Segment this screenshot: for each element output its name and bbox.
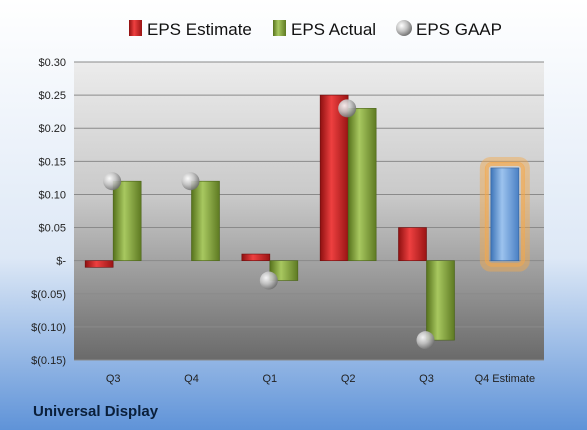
eps-gaap-point: [416, 331, 435, 350]
x-axis-tick-labels: Q3 Q4 Q1 Q2 Q3 Q4 Estimate: [106, 373, 535, 385]
y-tick-label: $0.20: [38, 123, 66, 135]
y-tick-label: $0.25: [38, 90, 66, 102]
eps-forecast-bar: [490, 167, 520, 261]
legend-label-eps-estimate: EPS Estimate: [147, 20, 252, 39]
gaap-points: [103, 99, 435, 350]
x-tick-label: Q4: [184, 373, 199, 385]
y-tick-label: $-: [56, 256, 66, 268]
y-tick-label: $0.05: [38, 223, 66, 235]
eps-actual-bar: [191, 180, 220, 261]
y-tick-label: $(0.05): [31, 289, 66, 301]
y-tick-label: $(0.15): [31, 355, 66, 367]
eps-gaap-point: [103, 172, 122, 191]
bars: [84, 94, 520, 341]
eps-gaap-point: [181, 172, 200, 191]
y-axis-tick-labels: $(0.15) $(0.10) $(0.05) $- $0.05 $0.10 $0.15 $0…: [31, 57, 66, 367]
x-tick-label: Q3: [106, 373, 121, 385]
eps-actual-bar: [426, 260, 455, 341]
eps-estimate-bar: [84, 260, 114, 268]
legend-swatch-eps-estimate: [129, 20, 142, 36]
eps-actual-bar: [112, 180, 142, 261]
legend-label-eps-gaap: EPS GAAP: [416, 20, 502, 39]
eps-estimate-bar: [398, 227, 427, 261]
eps-actual-bar: [269, 260, 299, 281]
forecast-glow: [479, 156, 530, 272]
eps-estimate-bar: [241, 253, 271, 261]
y-tick-label: $0.15: [38, 156, 66, 168]
plot-area: [74, 62, 544, 360]
y-tick-label: $0.10: [38, 189, 66, 201]
x-tick-label: Q1: [262, 373, 277, 385]
forecast-glow-inner: [484, 161, 525, 267]
eps-estimate-bar: [319, 94, 349, 261]
legend-swatch-eps-gaap: [396, 20, 412, 36]
eps-actual-bar: [347, 108, 377, 261]
legend-label-eps-actual: EPS Actual: [291, 20, 376, 39]
y-tick-label: $(0.10): [31, 322, 66, 334]
x-tick-label: Q3: [419, 373, 434, 385]
x-tick-label: Q2: [341, 373, 356, 385]
company-name: Universal Display: [33, 403, 159, 420]
forecast-glow-layer: [479, 156, 530, 272]
eps-gaap-point: [338, 99, 357, 118]
eps-gaap-point: [259, 271, 278, 290]
y-tick-label: $0.30: [38, 57, 66, 69]
gridlines: [74, 61, 544, 361]
x-tick-label: Q4 Estimate: [475, 373, 536, 385]
legend: EPS Estimate EPS Actual EPS GAAP: [129, 20, 502, 39]
legend-swatch-eps-actual: [273, 20, 286, 36]
